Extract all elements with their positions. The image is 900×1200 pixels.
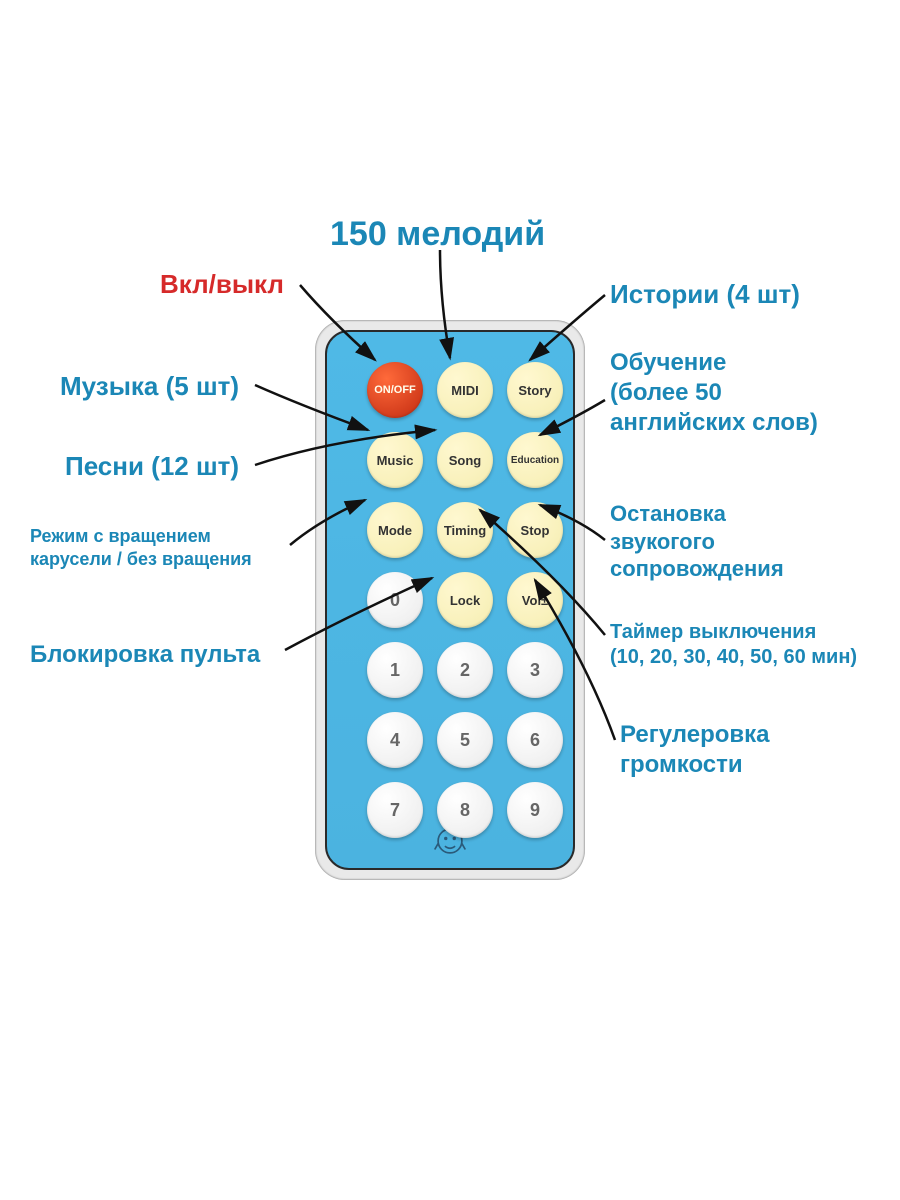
label-lock: Блокировка пульта xyxy=(30,640,260,670)
label-mode: Режим с вращениемкарусели / без вращения xyxy=(30,525,252,570)
remote-face: ON/OFFMIDIStory MusicSongEducation ModeTim… xyxy=(325,330,575,870)
remote-btn-d3[interactable]: 3 xyxy=(507,642,563,698)
remote-control: ON/OFFMIDIStory MusicSongEducation ModeTim… xyxy=(315,320,585,880)
remote-btn-d2[interactable]: 2 xyxy=(437,642,493,698)
remote-btn-d9[interactable]: 9 xyxy=(507,782,563,838)
remote-btn-d4[interactable]: 4 xyxy=(367,712,423,768)
remote-btn-d7[interactable]: 7 xyxy=(367,782,423,838)
remote-btn-onoff[interactable]: ON/OFF xyxy=(367,362,423,418)
label-stories: Истории (4 шт) xyxy=(610,278,800,311)
remote-btn-d6[interactable]: 6 xyxy=(507,712,563,768)
label-onoff: Вкл/выкл xyxy=(160,268,284,301)
label-music: Музыка (5 шт) xyxy=(60,370,239,403)
remote-btn-lock[interactable]: Lock xyxy=(437,572,493,628)
label-songs: Песни (12 шт) xyxy=(65,450,239,483)
remote-btn-d5[interactable]: 5 xyxy=(437,712,493,768)
remote-btn-d1[interactable]: 1 xyxy=(367,642,423,698)
remote-btn-timing[interactable]: Timing xyxy=(437,502,493,558)
label-education: Обучение(более 50английских слов) xyxy=(610,348,818,438)
remote-btn-stop[interactable]: Stop xyxy=(507,502,563,558)
remote-btn-d8[interactable]: 8 xyxy=(437,782,493,838)
title-150-melodies: 150 мелодий xyxy=(330,215,545,254)
remote-btn-story[interactable]: Story xyxy=(507,362,563,418)
remote-btn-song[interactable]: Song xyxy=(437,432,493,488)
label-stop: Остановказвукогогосопровождения xyxy=(610,500,784,583)
remote-btn-education[interactable]: Education xyxy=(507,432,563,488)
label-timer: Таймер выключения(10, 20, 30, 40, 50, 60… xyxy=(610,620,857,670)
remote-btn-vol[interactable]: Vol± xyxy=(507,572,563,628)
label-volume: Регулеровкагромкости xyxy=(620,720,770,780)
remote-btn-zero[interactable]: 0 xyxy=(367,572,423,628)
remote-btn-music[interactable]: Music xyxy=(367,432,423,488)
remote-btn-mode[interactable]: Mode xyxy=(367,502,423,558)
remote-btn-midi[interactable]: MIDI xyxy=(437,362,493,418)
